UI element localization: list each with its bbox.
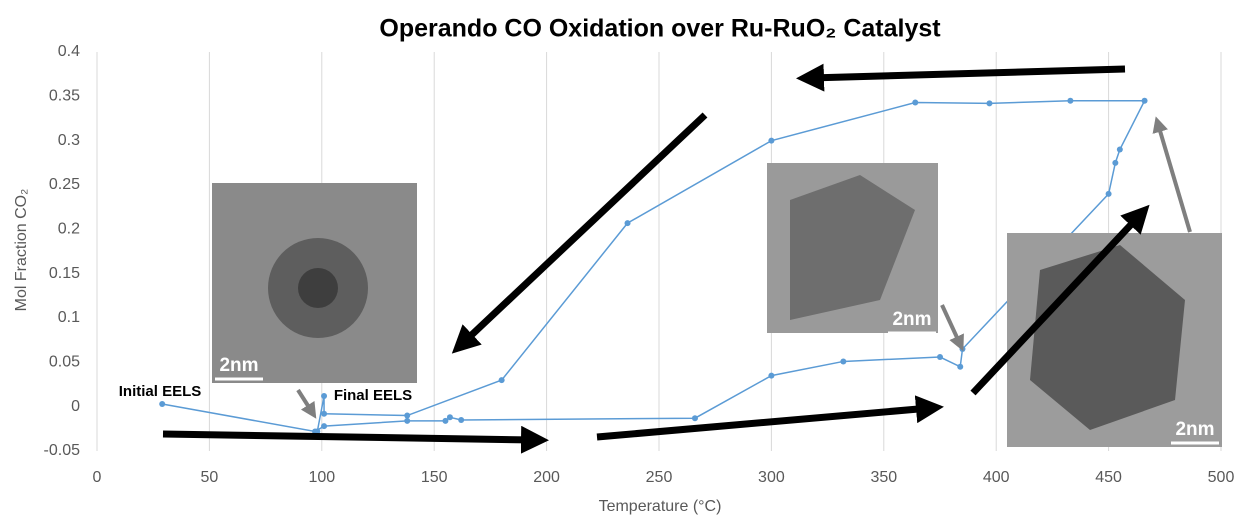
data-point — [498, 377, 505, 384]
y-tick-label: 0.4 — [58, 43, 80, 60]
data-point — [1112, 159, 1119, 166]
data-point — [1116, 146, 1123, 153]
arrow — [970, 204, 1150, 396]
data-point — [1141, 97, 1148, 104]
data-point — [442, 417, 449, 424]
y-tick-label: 0 — [71, 398, 80, 415]
y-tick-label: 0.35 — [49, 88, 80, 105]
x-tick-label: 0 — [93, 469, 102, 486]
data-point — [986, 100, 993, 107]
y-tick-label: -0.05 — [44, 442, 81, 459]
annotation: 2nm — [892, 309, 931, 330]
chart-title: Operando CO Oxidation over Ru-RuO₂ Catal… — [379, 15, 941, 43]
x-tick-label: 250 — [646, 469, 673, 486]
data-point — [937, 354, 943, 361]
arrows — [162, 63, 1150, 454]
data-point — [159, 401, 166, 408]
data-point — [957, 363, 964, 370]
pointer — [296, 388, 317, 419]
arrow — [162, 425, 549, 454]
y-tick-label: 0.25 — [49, 176, 80, 193]
data-point — [691, 415, 698, 422]
x-tick-label: 350 — [870, 469, 897, 486]
x-tick-label: 450 — [1095, 469, 1122, 486]
y-tick-label: 0.1 — [58, 309, 80, 326]
annotation: Final EELS — [334, 387, 412, 404]
data-point — [840, 358, 847, 365]
arrow — [796, 63, 1126, 92]
x-tick-label: 100 — [308, 469, 335, 486]
data-point — [404, 412, 411, 419]
data-point — [768, 372, 775, 379]
y-tick-label: 0.3 — [58, 132, 80, 149]
annotation: 2nm — [219, 355, 258, 376]
x-tick-label: 400 — [983, 469, 1010, 486]
particle — [790, 175, 915, 320]
data-point — [321, 410, 328, 417]
y-tick-label: 0.05 — [49, 354, 80, 371]
x-axis-title: Temperature (°C) — [599, 498, 722, 515]
data-point — [321, 423, 328, 430]
data-point — [768, 137, 775, 144]
arrow — [596, 395, 944, 441]
insets — [212, 163, 1222, 447]
pointer — [1152, 116, 1192, 233]
x-tick-label: 150 — [421, 469, 448, 486]
x-tick-label: 300 — [758, 469, 785, 486]
data-point — [1067, 97, 1074, 104]
pointers — [296, 116, 1192, 419]
data-point — [446, 414, 453, 421]
x-tick-label: 50 — [201, 469, 219, 486]
y-tick-label: 0.15 — [49, 265, 80, 282]
y-tick-label: 0.2 — [58, 221, 80, 238]
pointer — [940, 304, 964, 352]
data-point — [624, 220, 631, 227]
particle-core — [298, 268, 338, 308]
annotation: 2nm — [1175, 419, 1214, 440]
y-axis-title: Mol Fraction CO₂ — [13, 189, 30, 312]
data-point — [959, 346, 966, 353]
data-point — [321, 393, 328, 400]
data-point — [1105, 190, 1112, 197]
data-point — [458, 416, 465, 423]
data-point — [404, 417, 411, 424]
x-tick-label: 500 — [1208, 469, 1235, 486]
annotation: Initial EELS — [119, 383, 202, 400]
data-point — [912, 99, 919, 106]
x-tick-label: 200 — [533, 469, 560, 486]
arrow — [451, 112, 708, 354]
